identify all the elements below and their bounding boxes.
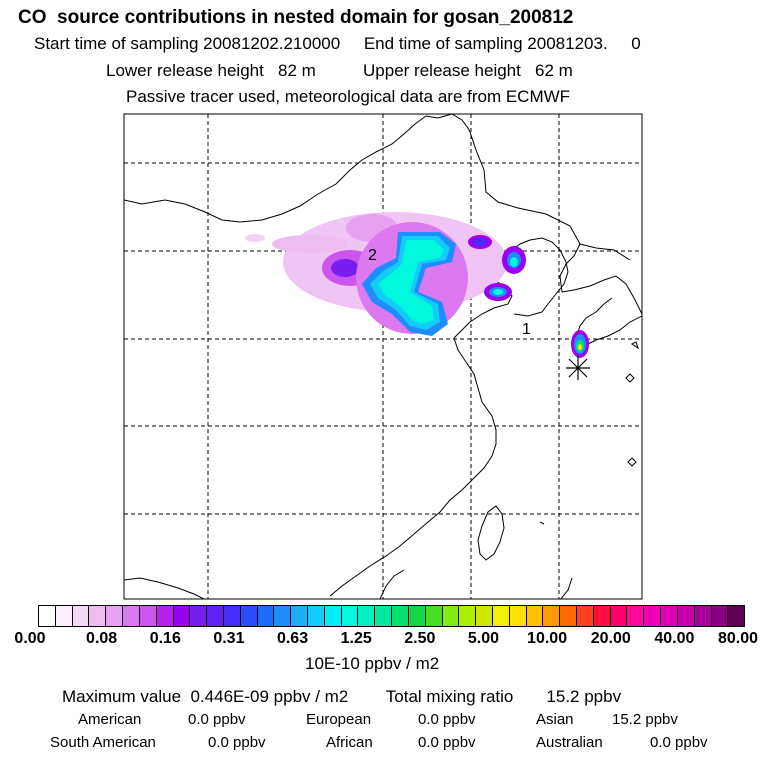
- start-time: Start time of sampling 20081202.210000: [34, 34, 341, 53]
- colorbar-tick-label: 5.00: [467, 630, 500, 647]
- colorbar-tick-label: 2.50: [404, 630, 436, 647]
- colorbar-tick-label: 10.00: [527, 630, 568, 647]
- region-value: 0.0 ppbv: [650, 734, 708, 751]
- tracer-note: Passive tracer used, meteorological data…: [126, 87, 571, 106]
- colorbar-swatch: [425, 606, 443, 626]
- colorbar-swatch: [661, 606, 678, 626]
- colorbar-swatch: [207, 606, 224, 626]
- map-label-1: 1: [522, 321, 531, 338]
- colorbar-swatch: [358, 606, 376, 626]
- colorbar-swatch: [459, 606, 477, 626]
- region-value: 0.0 ppbv: [418, 734, 476, 751]
- colorbar-swatch: [223, 606, 241, 626]
- colorbar-ticks: 0.00 0.08 0.16 0.31 0.63 1.25 2.50 5.00 10.00 20.…: [0, 630, 768, 648]
- colorbar-swatch: [308, 606, 325, 626]
- lat-lon-grid: [124, 114, 642, 599]
- colorbar-swatch: [375, 606, 393, 626]
- colorbar-swatch: [173, 606, 191, 626]
- colorbar-swatch: [593, 606, 611, 626]
- end-time: End time of sampling 20081203. 0: [363, 34, 641, 53]
- region-value: 15.2 ppbv: [612, 711, 678, 728]
- colorbar-swatch: [577, 606, 594, 626]
- upper-release-height: Upper release height 62 m: [363, 61, 573, 80]
- lower-release-height: Lower release height 82 m: [106, 61, 316, 80]
- region-name: African: [326, 734, 373, 751]
- map-label-2: 2: [368, 247, 377, 264]
- colorbar-swatch: [677, 606, 695, 626]
- colorbar-swatch: [55, 606, 73, 626]
- colorbar-swatch: [274, 606, 292, 626]
- colorbar-swatch: [526, 606, 544, 626]
- colorbar-swatch: [627, 606, 645, 626]
- colorbar-swatch: [139, 606, 157, 626]
- colorbar-swatch: [392, 606, 409, 626]
- coastlines: [124, 114, 642, 599]
- source-contribution-map: 2 1: [123, 113, 643, 600]
- colorbar-swatch: [72, 606, 90, 626]
- plot-title: CO source contributions in nested domain…: [18, 7, 574, 28]
- colorbar-swatch: [156, 606, 174, 626]
- colorbar-tick-label: 80.00: [717, 630, 759, 647]
- colorbar-swatch: [291, 606, 308, 626]
- receptor-marker: [566, 356, 590, 380]
- colorbar-swatch: [341, 606, 359, 626]
- colorbar-tick-label: 0.63: [276, 630, 309, 647]
- region-name: South American: [50, 734, 156, 751]
- region-value: 0.0 ppbv: [208, 734, 266, 751]
- colorbar-swatch: [324, 606, 342, 626]
- colorbar-swatch: [106, 606, 124, 626]
- colorbar-swatch: [190, 606, 208, 626]
- region-value: 0.0 ppbv: [418, 711, 476, 728]
- region-name: American: [78, 711, 142, 728]
- colorbar-tick-label: 0.08: [86, 630, 118, 647]
- colorbar-tick-label: 1.25: [340, 630, 372, 647]
- colorbar-swatch: [509, 606, 527, 626]
- region-name: Australian: [536, 734, 603, 751]
- region-name: Asian: [536, 711, 574, 728]
- colorbar-swatch: [492, 606, 510, 626]
- total-mixing-ratio: Total mixing ratio 15.2 ppbv: [385, 687, 622, 706]
- colorbar-tick-label: 20.00: [590, 630, 631, 647]
- colorbar-swatch: [543, 606, 561, 626]
- colorbar-swatch: [240, 606, 258, 626]
- colorbar-swatch: [610, 606, 628, 626]
- colorbar-swatch: [123, 606, 140, 626]
- colorbar: [38, 605, 745, 627]
- colorbar-swatch: [694, 606, 712, 626]
- region-name: European: [306, 711, 372, 728]
- colorbar-swatch: [408, 606, 426, 626]
- colorbar-swatch: [728, 606, 745, 626]
- summary-line: Maximum value 0.446E-09 ppbv / m2 Total …: [62, 688, 621, 705]
- sampling-times: Start time of sampling 20081202.210000 E…: [34, 35, 641, 52]
- colorbar-unit: 10E-10 ppbv / m2: [305, 654, 440, 673]
- colorbar-swatch: [644, 606, 662, 626]
- region-value: 0.0 ppbv: [188, 711, 246, 728]
- colorbar-tick-label: 40.00: [654, 630, 695, 647]
- release-heights: Lower release height 82 m Upper release …: [106, 62, 573, 79]
- map-frame: [123, 113, 643, 600]
- colorbar-tick-label: 0.00: [14, 630, 46, 647]
- colorbar-swatch: [257, 606, 275, 626]
- colorbar-swatch: [39, 606, 56, 626]
- colorbar-swatch: [560, 606, 577, 626]
- colorbar-tick-label: 0.31: [213, 630, 245, 647]
- colorbar-swatch: [711, 606, 729, 626]
- concentration-plume: [245, 212, 589, 358]
- colorbar-swatch: [442, 606, 460, 626]
- colorbar-tick-label: 0.16: [149, 630, 181, 647]
- colorbar-swatch: [476, 606, 493, 626]
- max-value: Maximum value 0.446E-09 ppbv / m2: [62, 687, 349, 706]
- colorbar-swatch: [89, 606, 107, 626]
